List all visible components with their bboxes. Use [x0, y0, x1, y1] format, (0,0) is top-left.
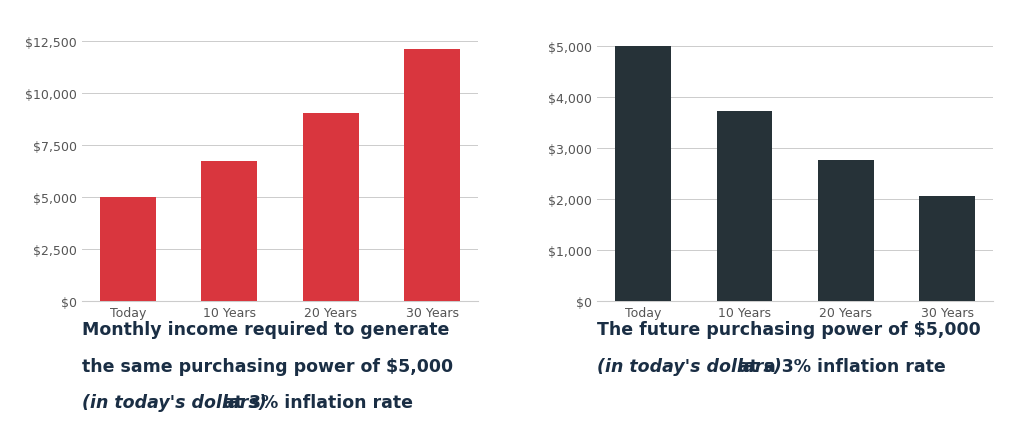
Text: (in today's dollars): (in today's dollars) [597, 357, 781, 375]
Text: at 3% inflation rate: at 3% inflation rate [217, 393, 413, 412]
Bar [818, 160, 873, 301]
Text: Monthly income required to generate: Monthly income required to generate [82, 320, 450, 338]
Text: at a 3% inflation rate: at a 3% inflation rate [732, 357, 946, 375]
Bar [615, 47, 671, 301]
Text: the same purchasing power of $5,000: the same purchasing power of $5,000 [82, 357, 453, 375]
Bar [920, 197, 975, 301]
Bar [100, 197, 156, 301]
Text: (in today's dollars): (in today's dollars) [82, 393, 266, 412]
Bar [717, 112, 772, 301]
Bar [404, 50, 460, 301]
Text: The future purchasing power of $5,000: The future purchasing power of $5,000 [597, 320, 981, 338]
Bar [202, 162, 257, 301]
Bar [303, 114, 358, 301]
